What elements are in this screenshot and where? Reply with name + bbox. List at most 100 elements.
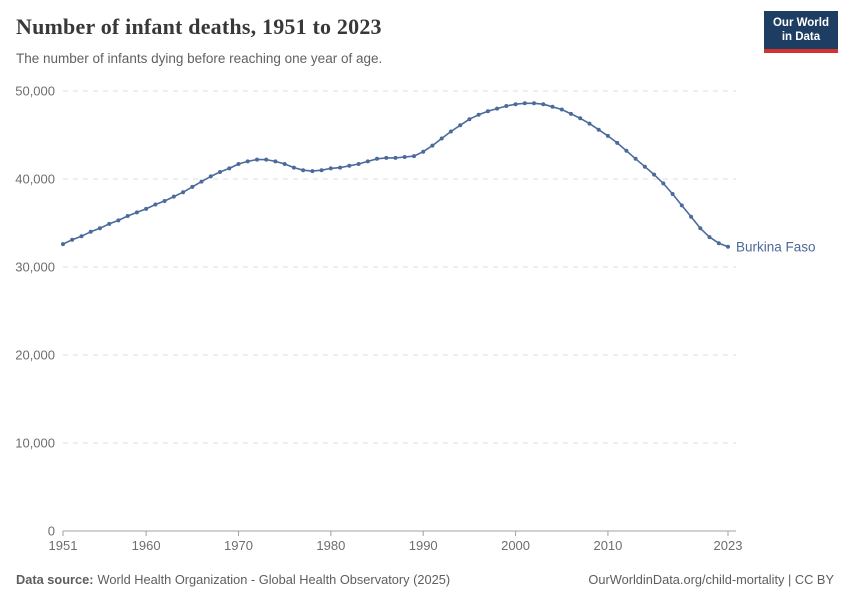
data-point-2008[interactable] [587, 121, 592, 126]
data-point-2017[interactable] [670, 192, 675, 196]
data-point-2004[interactable] [550, 104, 555, 109]
y-axis-label-20000: 20,000 [15, 348, 55, 363]
data-point-1965[interactable] [190, 184, 195, 189]
data-point-1974[interactable] [273, 159, 278, 164]
data-point-2009[interactable] [596, 127, 601, 132]
data-source-value: World Health Organization - Global Healt… [97, 572, 451, 587]
data-point-1994[interactable] [458, 123, 463, 128]
data-point-1972[interactable] [255, 157, 259, 162]
data-point-2015[interactable] [652, 172, 657, 177]
data-point-1957[interactable] [116, 218, 121, 223]
data-point-1969[interactable] [227, 166, 232, 171]
data-point-2011[interactable] [615, 140, 620, 145]
y-axis-label-30000: 30,000 [15, 260, 55, 275]
data-point-2021[interactable] [707, 235, 712, 240]
data-point-1963[interactable] [171, 194, 176, 199]
data-point-1977[interactable] [301, 168, 306, 173]
chart-footer: Data source: World Health Organization - … [16, 572, 834, 587]
data-point-2013[interactable] [633, 156, 638, 161]
y-axis-label-40000: 40,000 [15, 172, 55, 187]
data-point-2023[interactable] [726, 244, 730, 249]
x-axis-label-2000: 2000 [501, 538, 530, 553]
data-point-1971[interactable] [245, 159, 250, 164]
data-point-1975[interactable] [282, 162, 287, 166]
data-point-1973[interactable] [264, 157, 269, 162]
data-point-2018[interactable] [679, 203, 684, 208]
data-point-1953[interactable] [79, 234, 84, 239]
x-axis-label-1990: 1990 [409, 538, 438, 553]
data-point-1986[interactable] [384, 155, 389, 160]
data-source-label: Data source: [16, 572, 94, 587]
data-point-1987[interactable] [393, 155, 398, 160]
data-point-2003[interactable] [541, 102, 546, 107]
data-point-1952[interactable] [70, 237, 75, 242]
y-axis-label-50000: 50,000 [15, 84, 55, 99]
data-point-1995[interactable] [467, 117, 472, 122]
data-point-1980[interactable] [328, 166, 333, 171]
data-point-1951[interactable] [61, 242, 65, 247]
y-axis-label-0: 0 [48, 524, 55, 539]
data-point-1954[interactable] [88, 229, 93, 234]
x-axis-label-1960: 1960 [132, 538, 161, 553]
data-point-2019[interactable] [689, 214, 694, 219]
page-title: Number of infant deaths, 1951 to 2023 [16, 14, 382, 39]
y-axis-label-10000: 10,000 [15, 436, 55, 451]
x-axis-label-2010: 2010 [593, 538, 622, 553]
data-point-2014[interactable] [642, 164, 647, 169]
data-point-1970[interactable] [236, 162, 241, 166]
data-point-1956[interactable] [107, 221, 112, 226]
data-point-1997[interactable] [485, 109, 490, 114]
data-point-1976[interactable] [291, 165, 296, 170]
data-point-2001[interactable] [522, 101, 527, 106]
data-point-1968[interactable] [218, 170, 222, 174]
data-point-1996[interactable] [476, 112, 481, 117]
owid-logo-line2: in Data [781, 31, 821, 44]
data-point-1964[interactable] [181, 190, 186, 195]
data-point-2012[interactable] [624, 148, 629, 153]
data-point-1955[interactable] [97, 226, 102, 231]
data-point-2022[interactable] [716, 241, 721, 246]
data-point-1989[interactable] [412, 154, 416, 159]
x-axis-label-1980: 1980 [316, 538, 345, 553]
data-point-1978[interactable] [310, 169, 315, 174]
data-point-2005[interactable] [559, 107, 564, 112]
x-axis-label-1970: 1970 [224, 538, 253, 553]
data-point-1960[interactable] [144, 206, 149, 211]
data-point-1998[interactable] [495, 106, 500, 111]
data-point-1961[interactable] [153, 202, 158, 207]
data-point-1966[interactable] [199, 179, 204, 184]
data-point-1992[interactable] [439, 136, 444, 141]
data-point-2007[interactable] [578, 116, 583, 121]
data-point-1962[interactable] [162, 199, 167, 203]
data-point-1983[interactable] [356, 162, 361, 166]
data-source-note: Data source: World Health Organization - … [16, 572, 450, 587]
data-point-1985[interactable] [375, 156, 379, 161]
data-point-1999[interactable] [504, 104, 509, 108]
data-point-2020[interactable] [698, 226, 703, 231]
page-subtitle: The number of infants dying before reach… [16, 51, 383, 66]
owid-url-link[interactable]: OurWorldinData.org/child-mortality | CC … [588, 572, 834, 587]
data-point-2006[interactable] [569, 111, 573, 116]
data-point-1959[interactable] [134, 210, 139, 215]
data-point-1958[interactable] [125, 214, 130, 218]
data-point-1990[interactable] [421, 149, 426, 154]
data-point-2016[interactable] [661, 181, 666, 186]
data-point-1982[interactable] [347, 163, 352, 168]
data-point-2000[interactable] [513, 102, 518, 107]
data-point-1979[interactable] [319, 168, 324, 173]
line-chart-canvas: 0 10,000 20,000 30,000 40,000 50,000 1951 1960 1… [15, 84, 816, 554]
data-point-1993[interactable] [448, 129, 453, 134]
series-end-label[interactable]: Burkina Faso [736, 239, 816, 254]
owid-logo-line1: Our World [772, 17, 829, 29]
data-point-1991[interactable] [430, 143, 435, 148]
series-line-burkina-faso[interactable] [62, 102, 729, 248]
data-point-1981[interactable] [338, 165, 343, 170]
x-axis-label-1951: 1951 [49, 538, 78, 553]
data-point-1984[interactable] [365, 159, 370, 164]
data-point-2002[interactable] [532, 101, 536, 106]
data-point-2010[interactable] [605, 133, 610, 138]
data-point-1967[interactable] [208, 174, 213, 179]
owid-logo[interactable]: Our World in Data [763, 11, 838, 53]
data-point-1988[interactable] [402, 155, 407, 159]
